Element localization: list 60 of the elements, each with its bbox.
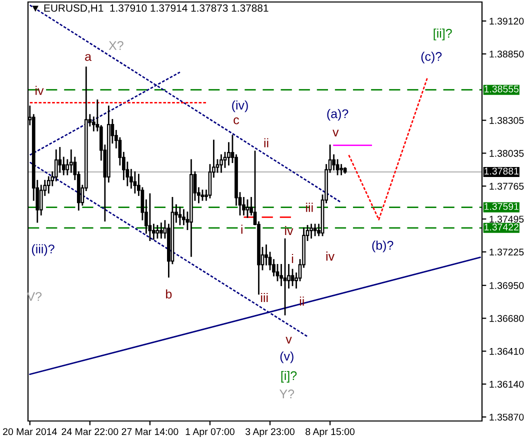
y-tick-label: 1.37495 (490, 216, 524, 223)
ref-line-label: 1.38555 (484, 86, 519, 92)
y-tick-label: 1.38305 (490, 117, 524, 124)
annotation: a (85, 54, 92, 61)
y-tick-label: 1.36950 (490, 282, 524, 290)
candlestick (220, 154, 223, 173)
y-tick-label: 1.38850 (490, 50, 524, 58)
x-tick-label: 8 Apr 15:00 (306, 428, 355, 438)
annotation: v (286, 336, 292, 344)
ref-line-label: 1.37591 (484, 203, 518, 210)
annotation: iv (326, 252, 335, 261)
y-tick-label: 1.36410 (490, 348, 524, 355)
candlestick (310, 224, 313, 239)
annotation: iii (261, 292, 268, 302)
annotation: (b)? (372, 240, 394, 252)
candlestick (200, 190, 204, 201)
annotation: [i]? (281, 370, 297, 383)
candlestick (148, 193, 152, 242)
x-tick-label: 24 Mar 22:00 (62, 428, 118, 436)
x-tick-label: 20 Mar 2014 (3, 428, 57, 436)
annotation: iv (285, 226, 294, 236)
candlestick (246, 199, 250, 218)
x-tick-label: 3 Apr 23:00 (246, 428, 294, 438)
annotation: X? (108, 41, 124, 50)
annotation: i (292, 254, 294, 264)
candlestick (283, 238, 287, 316)
ref-line-label: 1.37881 (484, 168, 518, 175)
candlestick (156, 225, 160, 239)
y-tick-label: 1.35870 (490, 414, 524, 421)
candlestick (160, 222, 163, 239)
candlestick (340, 164, 343, 176)
annotation: i (241, 224, 242, 234)
annotation: Y? (280, 390, 294, 398)
y-tick-label: 1.39120 (490, 18, 524, 25)
annotation: iii (306, 202, 313, 212)
annotation: b (166, 289, 172, 298)
candlestick (290, 268, 294, 286)
candlestick (69, 149, 73, 173)
x-tick-label: 27 Mar 14:00 (122, 428, 178, 436)
annotation: iv (36, 86, 44, 95)
ref-line-label: 1.37422 (484, 224, 518, 230)
annotation: (a)? (327, 108, 348, 121)
y-tick-label: 1.36680 (490, 315, 524, 322)
annotation: (iv) (232, 100, 248, 112)
annotation: (iii)? (32, 244, 54, 256)
y-tick-label: 1.38035 (490, 150, 524, 157)
candlestick (133, 171, 137, 194)
candlestick (227, 142, 230, 166)
candlestick (313, 224, 317, 236)
annotation: [ii]? (434, 28, 452, 40)
annotation: c (234, 117, 240, 124)
annotation: (v) (280, 351, 294, 364)
y-tick-label: 1.37765 (490, 182, 524, 190)
annotation: (c)? (421, 52, 442, 64)
y-tick-label: 1.36140 (490, 380, 524, 388)
x-tick-label: 1 Apr 07:00 (186, 428, 234, 438)
annotation: ii (264, 138, 268, 148)
annotation: v (332, 130, 339, 136)
candlestick (178, 206, 182, 226)
y-tick-label: 1.37225 (490, 248, 524, 256)
